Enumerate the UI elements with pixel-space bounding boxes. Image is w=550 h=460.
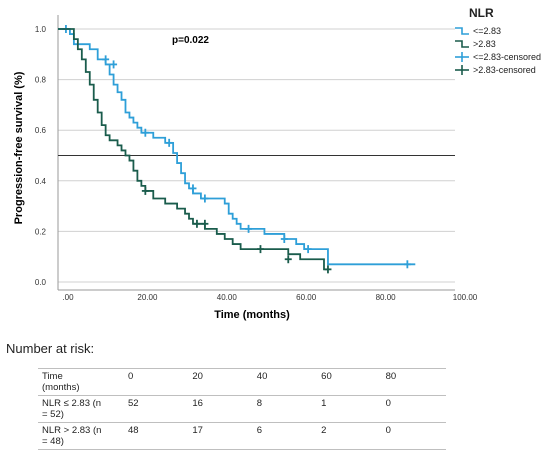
table-row: NLR ≤ 2.83 (n = 52) 52 16 8 1 0	[38, 395, 446, 423]
table-cell: 2	[317, 422, 382, 450]
censor-mark	[110, 60, 118, 69]
table-cell: 8	[252, 395, 318, 423]
x-tick-labels: .00 20.00 40.00 60.00 80.00 100.00	[62, 293, 477, 302]
censor-mark	[141, 128, 149, 137]
censor-mark	[304, 245, 312, 254]
legend-label: <=2.83	[473, 25, 502, 36]
censor-mark	[189, 184, 197, 193]
risk-table: Time (months) 0 20 40 60 80 NLR ≤ 2.83 (…	[38, 368, 446, 450]
censor-plus-icon	[455, 51, 469, 62]
row-label: NLR > 2.83 (n = 48)	[38, 422, 124, 450]
row-label: Time (months)	[38, 368, 124, 396]
legend-item-low: <=2.83	[455, 24, 541, 37]
table-cell: 16	[188, 395, 253, 423]
legend-label: <=2.83-censored	[473, 51, 542, 62]
table-cell: 0	[381, 395, 446, 423]
legend-line-icon	[455, 39, 469, 48]
y-axis-label: Progression-free survival (%)	[13, 71, 25, 224]
series-layer	[58, 24, 416, 274]
censor-mark	[141, 186, 149, 195]
table-cell: 6	[252, 422, 318, 450]
y-tick-labels: 0.0 0.2 0.4 0.6 0.8 1.0	[35, 25, 47, 287]
table-cell: 48	[124, 422, 189, 450]
row-label-text: NLR > 2.83 (n = 48)	[42, 425, 102, 447]
legend-label: >2.83-censored	[473, 64, 536, 75]
table-cell: 0	[124, 368, 189, 396]
survival-chart: 0.0 0.2 0.4 0.6 0.8 1.0 .00 20.00 40.00 60.00 80.…	[13, 15, 478, 321]
legend-item-high-censored: >2.83-censored	[455, 63, 541, 76]
row-label-text: Time (months)	[42, 371, 80, 393]
table-cell: 1	[317, 395, 382, 423]
x-tick-label: 40.00	[217, 293, 238, 302]
risk-table-header-row: Time (months) 0 20 40 60 80	[38, 368, 446, 396]
censor-mark	[324, 265, 332, 274]
grid-lines	[58, 28, 455, 283]
censor-mark	[201, 219, 209, 228]
censor-mark	[102, 55, 110, 64]
y-tick-label: 0.2	[35, 227, 47, 236]
table-cell: 80	[381, 368, 446, 396]
censor-mark	[403, 260, 411, 269]
x-tick-label: .00	[62, 293, 74, 302]
legend-item-high: >2.83	[455, 37, 541, 50]
table-cell: 52	[124, 395, 189, 423]
p-value-annotation: p=0.022	[172, 35, 209, 46]
y-tick-label: 0.8	[35, 76, 47, 85]
risk-table-heading: Number at risk:	[6, 341, 95, 356]
x-tick-label: 20.00	[137, 293, 158, 302]
censor-mark	[193, 219, 201, 228]
survival-curve-low-nlr	[58, 28, 416, 266]
y-tick-label: 0.0	[35, 278, 47, 287]
x-tick-label: 80.00	[376, 293, 397, 302]
legend-title: NLR	[469, 6, 494, 20]
table-row: NLR > 2.83 (n = 48) 48 17 6 2 0	[38, 422, 446, 450]
legend-line-icon	[455, 26, 469, 35]
row-label: NLR ≤ 2.83 (n = 52)	[38, 395, 124, 423]
table-cell: 0	[381, 422, 446, 450]
table-cell: 40	[252, 368, 318, 396]
table-cell: 20	[188, 368, 253, 396]
legend-label: >2.83	[473, 38, 496, 49]
survival-curve-high-nlr	[58, 28, 328, 271]
y-tick-label: 0.4	[35, 177, 47, 186]
censor-mark	[284, 255, 292, 264]
y-tick-label: 1.0	[35, 25, 47, 34]
censor-mark	[256, 245, 264, 254]
censor-mark	[201, 194, 209, 203]
table-cell: 17	[188, 422, 253, 450]
x-axis-label: Time (months)	[214, 309, 290, 321]
legend: NLR <=2.83 >2.83 <=2.83-censored >2.83-c…	[455, 6, 541, 76]
x-tick-label: 100.00	[453, 293, 478, 302]
censor-mark	[165, 138, 173, 147]
x-tick-label: 60.00	[296, 293, 317, 302]
table-cell: 60	[317, 368, 382, 396]
legend-item-low-censored: <=2.83-censored	[455, 50, 541, 63]
censor-mark	[245, 224, 253, 233]
censor-plus-icon	[455, 64, 469, 75]
censor-mark	[280, 234, 288, 243]
row-label-text: NLR ≤ 2.83 (n = 52)	[42, 398, 102, 420]
y-tick-label: 0.6	[35, 126, 47, 135]
